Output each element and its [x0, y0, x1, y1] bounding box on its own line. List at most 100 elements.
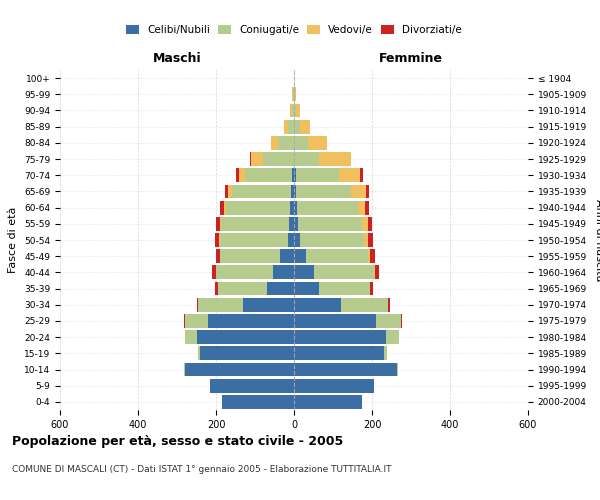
Bar [218, 282, 266, 296]
Bar [185, 362, 294, 376]
Bar [294, 184, 296, 198]
Bar [350, 184, 366, 198]
Bar [368, 217, 372, 230]
Bar [290, 200, 294, 214]
Bar [294, 298, 341, 312]
Text: Popolazione per età, sesso e stato civile - 2005: Popolazione per età, sesso e stato civil… [12, 435, 343, 448]
Bar [350, 152, 352, 166]
Bar [294, 330, 386, 344]
Bar [294, 266, 314, 280]
Bar [200, 346, 294, 360]
Bar [368, 233, 373, 247]
Bar [184, 362, 185, 376]
Text: Maschi: Maschi [152, 52, 202, 65]
Bar [314, 266, 374, 280]
Bar [388, 298, 389, 312]
Bar [216, 250, 220, 263]
Bar [300, 120, 310, 134]
Bar [294, 120, 300, 134]
Bar [294, 314, 376, 328]
Bar [197, 298, 199, 312]
Bar [284, 120, 288, 134]
Bar [386, 330, 400, 344]
Bar [360, 168, 364, 182]
Bar [294, 346, 384, 360]
Bar [215, 282, 218, 296]
Bar [208, 314, 294, 328]
Text: Femmine: Femmine [379, 52, 443, 65]
Bar [365, 200, 369, 214]
Bar [212, 266, 216, 280]
Bar [278, 136, 294, 149]
Bar [221, 217, 289, 230]
Bar [288, 233, 294, 247]
Bar [229, 184, 232, 198]
Bar [280, 250, 294, 263]
Bar [266, 282, 294, 296]
Bar [239, 168, 245, 182]
Bar [294, 395, 362, 409]
Bar [294, 250, 306, 263]
Bar [245, 168, 292, 182]
Bar [308, 136, 327, 149]
Bar [306, 250, 368, 263]
Bar [297, 200, 358, 214]
Bar [219, 233, 220, 247]
Bar [199, 346, 200, 360]
Bar [232, 184, 291, 198]
Bar [295, 88, 296, 101]
Bar [290, 104, 292, 118]
Bar [271, 136, 278, 149]
Bar [294, 233, 300, 247]
Bar [244, 298, 294, 312]
Bar [375, 266, 379, 280]
Bar [294, 200, 297, 214]
Bar [215, 233, 219, 247]
Bar [294, 282, 319, 296]
Bar [294, 88, 295, 101]
Bar [370, 250, 375, 263]
Bar [364, 233, 368, 247]
Bar [250, 152, 251, 166]
Bar [397, 362, 398, 376]
Bar [300, 233, 364, 247]
Bar [292, 168, 294, 182]
Bar [384, 346, 387, 360]
Bar [401, 314, 402, 328]
Bar [289, 217, 294, 230]
Bar [294, 362, 397, 376]
Bar [226, 184, 229, 198]
Bar [294, 217, 298, 230]
Bar [294, 168, 296, 182]
Bar [272, 266, 294, 280]
Bar [216, 266, 272, 280]
Bar [217, 217, 220, 230]
Bar [220, 217, 221, 230]
Bar [184, 314, 185, 328]
Bar [374, 266, 375, 280]
Bar [185, 314, 208, 328]
Bar [294, 104, 296, 118]
Bar [296, 184, 350, 198]
Bar [341, 298, 388, 312]
Bar [222, 395, 294, 409]
Bar [294, 379, 374, 392]
Bar [296, 104, 300, 118]
Bar [368, 250, 370, 263]
Bar [362, 217, 368, 230]
Bar [199, 298, 244, 312]
Bar [292, 88, 293, 101]
Bar [288, 120, 294, 134]
Bar [224, 200, 226, 214]
Y-axis label: Fasce di età: Fasce di età [8, 207, 19, 273]
Bar [220, 233, 288, 247]
Bar [210, 379, 294, 392]
Bar [319, 282, 370, 296]
Bar [319, 152, 350, 166]
Bar [376, 314, 401, 328]
Bar [220, 250, 280, 263]
Bar [294, 136, 308, 149]
Bar [220, 200, 224, 214]
Legend: Celibi/Nubili, Coniugati/e, Vedovi/e, Divorziati/e: Celibi/Nubili, Coniugati/e, Vedovi/e, Di… [122, 21, 466, 40]
Bar [291, 184, 294, 198]
